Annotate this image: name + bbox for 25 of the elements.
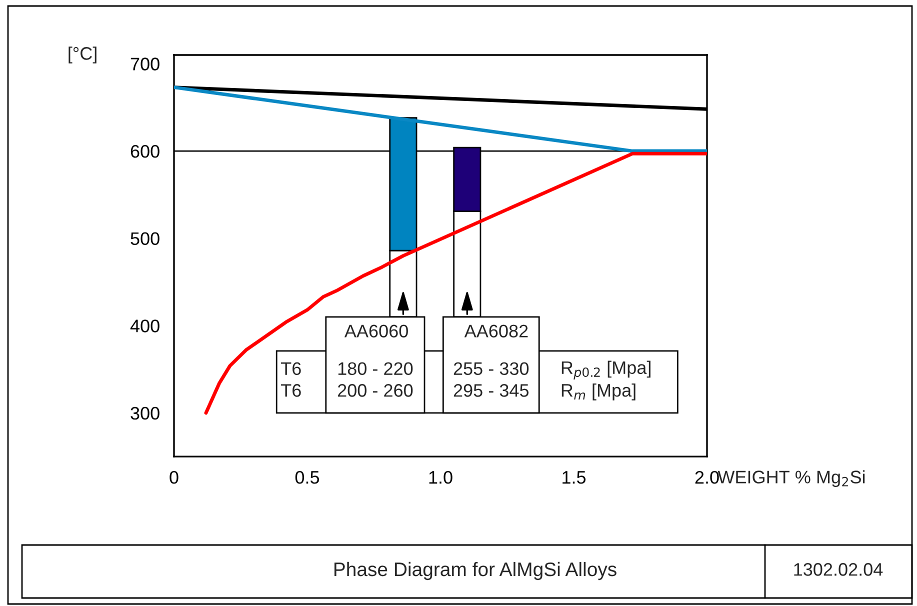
x-tick-label: 0.5 bbox=[295, 470, 320, 484]
y-tick-label: 400 bbox=[130, 320, 160, 332]
annotation: T6 bbox=[281, 362, 301, 376]
y-tick-label: 300 bbox=[130, 406, 160, 420]
annotation: 255 - 330 bbox=[454, 362, 529, 376]
line-series bbox=[204, 152, 707, 415]
y-axis-title: [°C] bbox=[68, 46, 96, 64]
text: 1302.02.04 bbox=[794, 563, 883, 576]
y-tick-label: 600 bbox=[130, 144, 160, 158]
text: Phase Diagram for AlMgSi Alloys bbox=[334, 562, 616, 580]
y-tick-label: 700 bbox=[130, 58, 160, 70]
x-tick-label: 0 bbox=[170, 470, 178, 484]
annotation: R$_{p0.2}$ [Mpa] bbox=[562, 360, 650, 380]
annotation: 180 - 220 bbox=[338, 362, 413, 376]
x-tick-label: 2.0 bbox=[695, 470, 719, 484]
annotation: R$_{m}$ [Mpa] bbox=[562, 384, 636, 400]
annotation: T6 bbox=[281, 384, 301, 397]
x-tick-label: 1.5 bbox=[562, 471, 586, 484]
annotation: AA6082 bbox=[464, 324, 528, 338]
annotation: 200 - 260 bbox=[338, 384, 413, 397]
annotation: AA6060 bbox=[344, 324, 408, 338]
x-tick-label: 1.0 bbox=[429, 470, 452, 484]
annotation: 295 - 345 bbox=[454, 384, 529, 397]
y-tick-label: 500 bbox=[130, 232, 160, 246]
x-axis-title: WEIGHT % Mg$_{2}$Si bbox=[718, 470, 865, 488]
